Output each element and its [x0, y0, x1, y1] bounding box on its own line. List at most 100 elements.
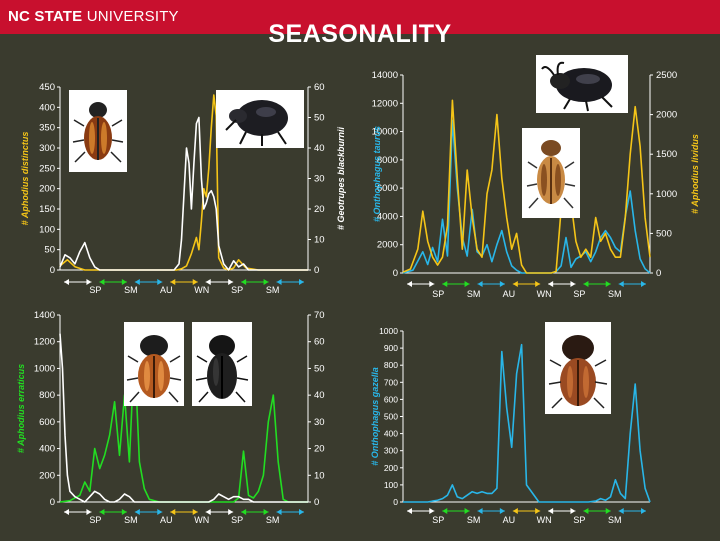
season-arrow [64, 509, 69, 515]
season-arrow [86, 509, 92, 515]
season-label: SP [89, 515, 101, 525]
season-arrow [192, 279, 198, 285]
tick-label-right: 10 [314, 235, 325, 246]
season-arrow [535, 281, 541, 287]
season-arrow [464, 281, 470, 287]
tick-label-left: 0 [50, 497, 55, 508]
tick-label-left: 0 [393, 268, 398, 279]
tick-label-right: 1500 [656, 149, 677, 160]
season-arrow [477, 508, 483, 514]
season-arrow [641, 281, 646, 287]
season-arrow [477, 281, 483, 287]
season-arrow [535, 508, 541, 514]
season-arrow [205, 509, 211, 515]
tick-label-right: 40 [314, 390, 325, 401]
season-arrow [299, 279, 304, 285]
tick-label-left: 1000 [379, 326, 398, 336]
season-arrow [512, 281, 518, 287]
season-label: AU [160, 515, 173, 525]
season-arrow [228, 279, 234, 285]
season-arrow [99, 279, 105, 285]
season-label: SM [266, 515, 280, 525]
season-label: SP [89, 285, 101, 295]
chart-top-right: 0 2000 4000 6000 8000 10000 12000 14000 0 500 1000… [372, 70, 700, 299]
beetle-photo-aphodius-distinctus [69, 90, 127, 172]
tick-label-right: 0 [656, 268, 661, 279]
season-arrow [499, 508, 505, 514]
season-arrow [241, 509, 247, 515]
y-axis-label-left: # Onthophagus gazella [370, 367, 380, 466]
season-label: SP [432, 289, 444, 299]
tick-label-left: 400 [39, 444, 55, 455]
series-line-2 [59, 333, 308, 503]
season-label: SM [124, 515, 138, 525]
season-arrow [570, 508, 576, 514]
tick-label-right: 40 [314, 143, 325, 154]
tick-label-left: 300 [39, 143, 55, 154]
tick-label-right: 500 [656, 228, 672, 239]
beetle-photo-geotrupes-blackburnii [216, 90, 304, 148]
season-arrow [192, 509, 198, 515]
season-arrow [121, 279, 127, 285]
tick-label-right: 2500 [656, 70, 677, 81]
tick-label-left: 0 [50, 265, 55, 276]
season-arrow [170, 509, 176, 515]
tick-label-left: 800 [384, 360, 398, 370]
season-arrow [512, 508, 518, 514]
season-label: WN [537, 515, 552, 525]
tick-label-left: 200 [384, 463, 398, 473]
season-label: SM [124, 285, 138, 295]
tick-label-left: 0 [393, 497, 398, 507]
tick-label-left: 150 [39, 204, 55, 215]
season-arrow [570, 281, 576, 287]
season-label: SP [432, 515, 444, 525]
season-arrow [263, 509, 269, 515]
series-line-2 [59, 116, 308, 271]
tick-label-left: 500 [384, 412, 398, 422]
tick-label-right: 2000 [656, 110, 677, 121]
season-arrow [605, 508, 611, 514]
tick-label-left: 2000 [377, 240, 398, 251]
season-arrow [641, 508, 646, 514]
season-label: AU [160, 285, 173, 295]
tick-label-left: 600 [39, 417, 55, 428]
tick-label-left: 400 [39, 102, 55, 113]
series-line-2 [402, 99, 651, 274]
tick-label-left: 200 [39, 470, 55, 481]
season-arrow [429, 281, 435, 287]
tick-label-right: 70 [314, 310, 325, 321]
tick-label-left: 50 [44, 245, 55, 256]
beetle-photo-aphodius-lividus [522, 128, 580, 218]
season-arrow [99, 509, 105, 515]
season-arrow [276, 279, 282, 285]
tick-label-left: 1200 [34, 337, 55, 348]
season-label: SM [266, 285, 280, 295]
tick-label-left: 700 [384, 377, 398, 387]
season-label: SP [573, 515, 585, 525]
season-arrow [583, 281, 589, 287]
season-arrow [442, 281, 448, 287]
season-arrow [263, 279, 269, 285]
season-arrow [276, 509, 282, 515]
season-arrow [299, 509, 304, 515]
season-arrow [407, 281, 412, 287]
tick-label-left: 4000 [377, 211, 398, 222]
season-arrow [64, 279, 69, 285]
university-logo: NC STATE UNIVERSITY [8, 8, 179, 25]
y-axis-label-right: # Geotrupes blackburnii [336, 126, 346, 230]
tick-label-right: 0 [314, 265, 319, 276]
beetle-photo-onthophagus-gazella [545, 322, 611, 414]
season-label: SM [608, 289, 622, 299]
page-title: SEASONALITY [268, 20, 452, 48]
season-label: SP [573, 289, 585, 299]
y-axis-label-left: # Aphodius distinctus [20, 132, 30, 226]
beetle-photo-aphodius-erraticus [124, 322, 184, 406]
series-line-1 [59, 347, 308, 503]
tick-label-left: 600 [384, 394, 398, 404]
season-arrow [134, 279, 140, 285]
tick-label-right: 10 [314, 470, 325, 481]
tick-label-right: 30 [314, 174, 325, 185]
tick-label-right: 20 [314, 204, 325, 215]
y-axis-label-right: # Aphodius lividus [690, 134, 700, 214]
tick-label-left: 6000 [377, 183, 398, 194]
